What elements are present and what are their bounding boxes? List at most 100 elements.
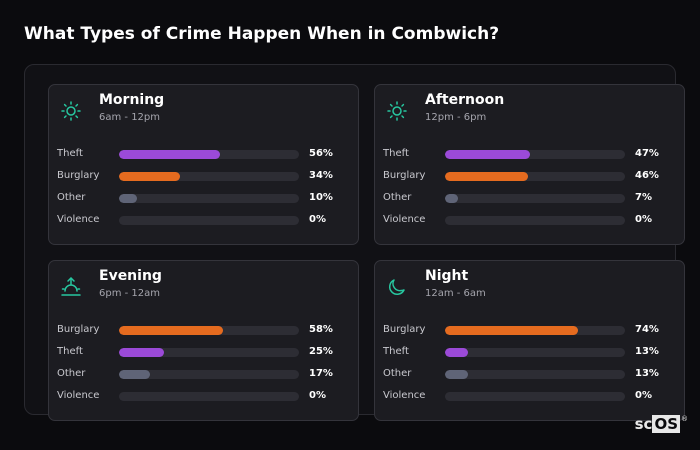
bar-fill	[119, 348, 164, 357]
bar-row: Burglary 34%	[57, 169, 358, 191]
bar-fill	[119, 326, 224, 335]
bar-track	[119, 370, 299, 379]
bar-fill	[445, 172, 528, 181]
row-label: Violence	[57, 390, 100, 401]
row-percent: 7%	[635, 192, 652, 203]
row-percent: 58%	[309, 324, 333, 335]
bar-fill	[445, 194, 458, 203]
bar-track	[445, 348, 625, 357]
bar-track	[119, 392, 299, 401]
row-percent: 10%	[309, 192, 333, 203]
bar-fill	[119, 370, 150, 379]
bar-track	[445, 392, 625, 401]
bar-rows: Burglary 74% Theft 13% Other 13% Violence 0%	[383, 323, 684, 411]
bar-track	[445, 216, 625, 225]
bar-rows: Theft 56% Burglary 34% Other 10% Violence 0%	[57, 147, 358, 235]
logo-os: OS	[652, 415, 680, 433]
card-title: Afternoon	[425, 92, 505, 108]
row-label: Theft	[383, 148, 409, 159]
bar-fill	[119, 150, 220, 159]
logo-sc: sc	[634, 415, 653, 433]
row-label: Burglary	[383, 324, 426, 335]
row-label: Theft	[383, 346, 409, 357]
card-night: Night 12am - 6am Burglary 74% Theft 13% Ot…	[374, 260, 685, 421]
bar-row: Violence 0%	[383, 389, 684, 411]
row-label: Theft	[57, 346, 83, 357]
bar-row: Burglary 58%	[57, 323, 358, 345]
bar-track	[119, 172, 299, 181]
bar-row: Theft 25%	[57, 345, 358, 367]
bar-row: Burglary 74%	[383, 323, 684, 345]
bar-row: Theft 56%	[57, 147, 358, 169]
scos-logo: sc OS ®	[635, 415, 688, 433]
bar-track	[445, 194, 625, 203]
bar-row: Theft 13%	[383, 345, 684, 367]
row-label: Burglary	[57, 324, 100, 335]
bar-fill	[445, 326, 579, 335]
row-label: Other	[383, 368, 412, 379]
bar-fill	[445, 150, 530, 159]
row-percent: 56%	[309, 148, 333, 159]
sunset-icon	[60, 276, 82, 298]
bar-rows: Theft 47% Burglary 46% Other 7% Violence 0%	[383, 147, 684, 235]
row-percent: 47%	[635, 148, 659, 159]
sun-icon	[60, 100, 82, 122]
moon-icon	[386, 276, 408, 298]
bar-row: Burglary 46%	[383, 169, 684, 191]
row-label: Violence	[57, 214, 100, 225]
bar-row: Other 10%	[57, 191, 358, 213]
bar-rows: Burglary 58% Theft 25% Other 17% Violence 0%	[57, 323, 358, 411]
bar-track	[445, 326, 625, 335]
row-percent: 0%	[635, 390, 652, 401]
bar-row: Theft 47%	[383, 147, 684, 169]
bar-track	[445, 370, 625, 379]
bar-row: Other 13%	[383, 367, 684, 389]
card-evening: Evening 6pm - 12am Burglary 58% Theft 25% …	[48, 260, 359, 421]
row-percent: 34%	[309, 170, 333, 181]
bar-fill	[119, 172, 181, 181]
row-label: Violence	[383, 390, 426, 401]
card-title: Night	[425, 268, 469, 284]
row-percent: 0%	[635, 214, 652, 225]
row-percent: 0%	[309, 390, 326, 401]
row-percent: 46%	[635, 170, 659, 181]
card-time-range: 12am - 6am	[425, 288, 486, 299]
row-label: Other	[57, 368, 86, 379]
bar-row: Violence 0%	[383, 213, 684, 235]
bar-row: Other 7%	[383, 191, 684, 213]
logo-registered: ®	[681, 415, 688, 423]
bar-row: Violence 0%	[57, 389, 358, 411]
row-percent: 13%	[635, 346, 659, 357]
row-label: Burglary	[383, 170, 426, 181]
bar-fill	[445, 370, 469, 379]
card-morning: Morning 6am - 12pm Theft 56% Burglary 34% …	[48, 84, 359, 245]
card-afternoon: Afternoon 12pm - 6pm Theft 47% Burglary 46…	[374, 84, 685, 245]
row-label: Other	[383, 192, 412, 203]
page-title: What Types of Crime Happen When in Combw…	[24, 24, 500, 44]
row-label: Other	[57, 192, 86, 203]
row-percent: 74%	[635, 324, 659, 335]
bar-row: Violence 0%	[57, 213, 358, 235]
bar-track	[119, 348, 299, 357]
row-percent: 13%	[635, 368, 659, 379]
row-label: Violence	[383, 214, 426, 225]
row-label: Theft	[57, 148, 83, 159]
bar-track	[119, 150, 299, 159]
card-time-range: 12pm - 6pm	[425, 112, 487, 123]
sun-icon	[386, 100, 408, 122]
card-time-range: 6pm - 12am	[99, 288, 161, 299]
bar-row: Other 17%	[57, 367, 358, 389]
card-title: Evening	[99, 268, 162, 284]
bar-fill	[119, 194, 137, 203]
card-time-range: 6am - 12pm	[99, 112, 161, 123]
bar-track	[119, 326, 299, 335]
row-label: Burglary	[57, 170, 100, 181]
row-percent: 17%	[309, 368, 333, 379]
row-percent: 0%	[309, 214, 326, 225]
card-title: Morning	[99, 92, 165, 108]
row-percent: 25%	[309, 346, 333, 357]
bar-fill	[445, 348, 469, 357]
bar-track	[445, 172, 625, 181]
bar-track	[119, 194, 299, 203]
bar-track	[119, 216, 299, 225]
